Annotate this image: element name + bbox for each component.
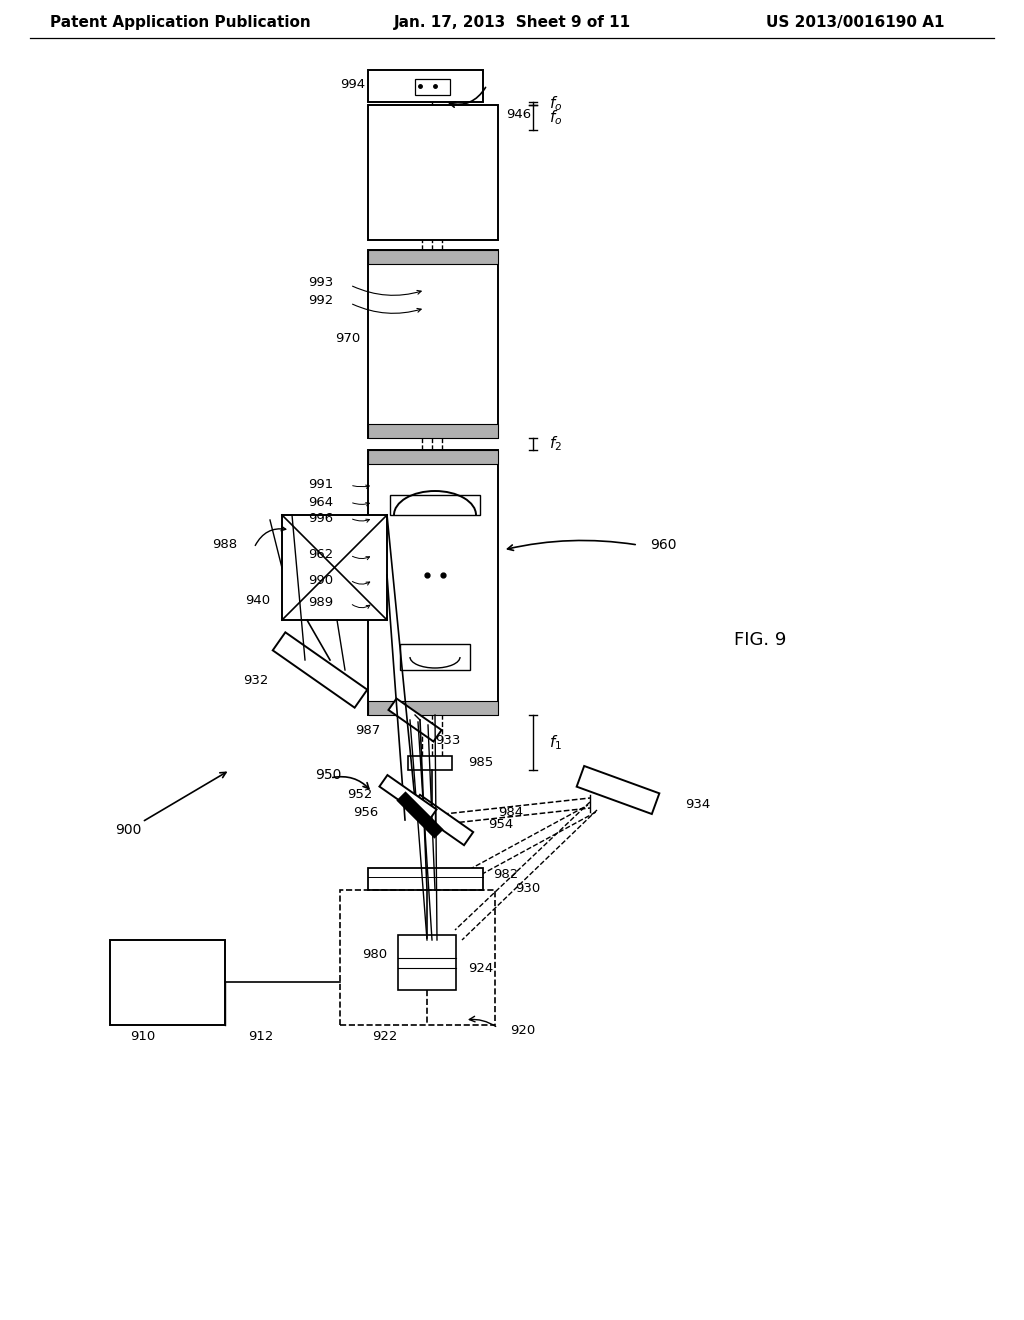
Bar	[368, 701, 498, 715]
Text: 970: 970	[335, 331, 360, 345]
Text: 933: 933	[435, 734, 461, 747]
Text: 987: 987	[354, 723, 380, 737]
Text: 988: 988	[212, 539, 237, 552]
Text: 910: 910	[130, 1031, 156, 1044]
Text: 922: 922	[373, 1031, 397, 1044]
Bar	[340, 890, 495, 1026]
Text: $f_2$: $f_2$	[549, 434, 562, 453]
Polygon shape	[577, 766, 659, 814]
Bar	[415, 79, 450, 95]
Text: 993: 993	[308, 276, 333, 289]
Text: 920: 920	[510, 1023, 536, 1036]
Text: 900: 900	[115, 822, 141, 837]
Text: 984: 984	[498, 805, 523, 818]
Text: $f_o$: $f_o$	[549, 94, 562, 112]
Text: 960: 960	[650, 539, 677, 552]
Text: $f_o$: $f_o$	[549, 108, 562, 127]
Bar	[368, 106, 498, 240]
Text: US 2013/0016190 A1: US 2013/0016190 A1	[766, 15, 944, 29]
Bar	[368, 424, 498, 438]
Text: 992: 992	[308, 293, 333, 306]
Text: $f_1$: $f_1$	[549, 733, 562, 752]
Polygon shape	[388, 698, 441, 742]
Text: 940: 940	[245, 594, 270, 606]
Polygon shape	[411, 795, 473, 845]
Text: 956: 956	[352, 805, 378, 818]
Text: 985: 985	[468, 756, 494, 770]
Text: 980: 980	[362, 949, 387, 961]
Bar	[282, 515, 387, 620]
Bar	[390, 495, 480, 515]
Bar	[400, 644, 470, 671]
Bar	[368, 249, 498, 264]
Bar	[398, 935, 456, 990]
Bar	[368, 450, 498, 715]
Bar	[408, 756, 452, 770]
Text: 989: 989	[308, 597, 333, 610]
Text: 994: 994	[340, 78, 365, 91]
Text: 950: 950	[315, 768, 341, 781]
Bar	[368, 249, 498, 438]
Text: Jan. 17, 2013  Sheet 9 of 11: Jan. 17, 2013 Sheet 9 of 11	[393, 15, 631, 29]
Text: 952: 952	[347, 788, 372, 801]
Text: 991: 991	[308, 479, 333, 491]
Text: 982: 982	[493, 869, 518, 882]
Polygon shape	[397, 793, 442, 837]
Text: FIG. 9: FIG. 9	[734, 631, 786, 649]
Bar	[368, 869, 483, 890]
Text: 912: 912	[248, 1031, 273, 1044]
Bar	[368, 450, 498, 465]
Text: 954: 954	[488, 818, 513, 832]
Polygon shape	[272, 632, 368, 708]
Text: 990: 990	[308, 573, 333, 586]
Text: 996: 996	[308, 511, 333, 524]
Text: 962: 962	[308, 549, 333, 561]
Text: 924: 924	[468, 961, 494, 974]
Text: 932: 932	[243, 673, 268, 686]
Text: 946: 946	[506, 108, 531, 121]
Bar	[110, 940, 225, 1026]
Text: 934: 934	[685, 799, 711, 812]
Text: 930: 930	[515, 882, 541, 895]
Bar	[368, 70, 483, 102]
Text: 964: 964	[308, 495, 333, 508]
Polygon shape	[380, 775, 436, 821]
Text: Patent Application Publication: Patent Application Publication	[49, 15, 310, 29]
